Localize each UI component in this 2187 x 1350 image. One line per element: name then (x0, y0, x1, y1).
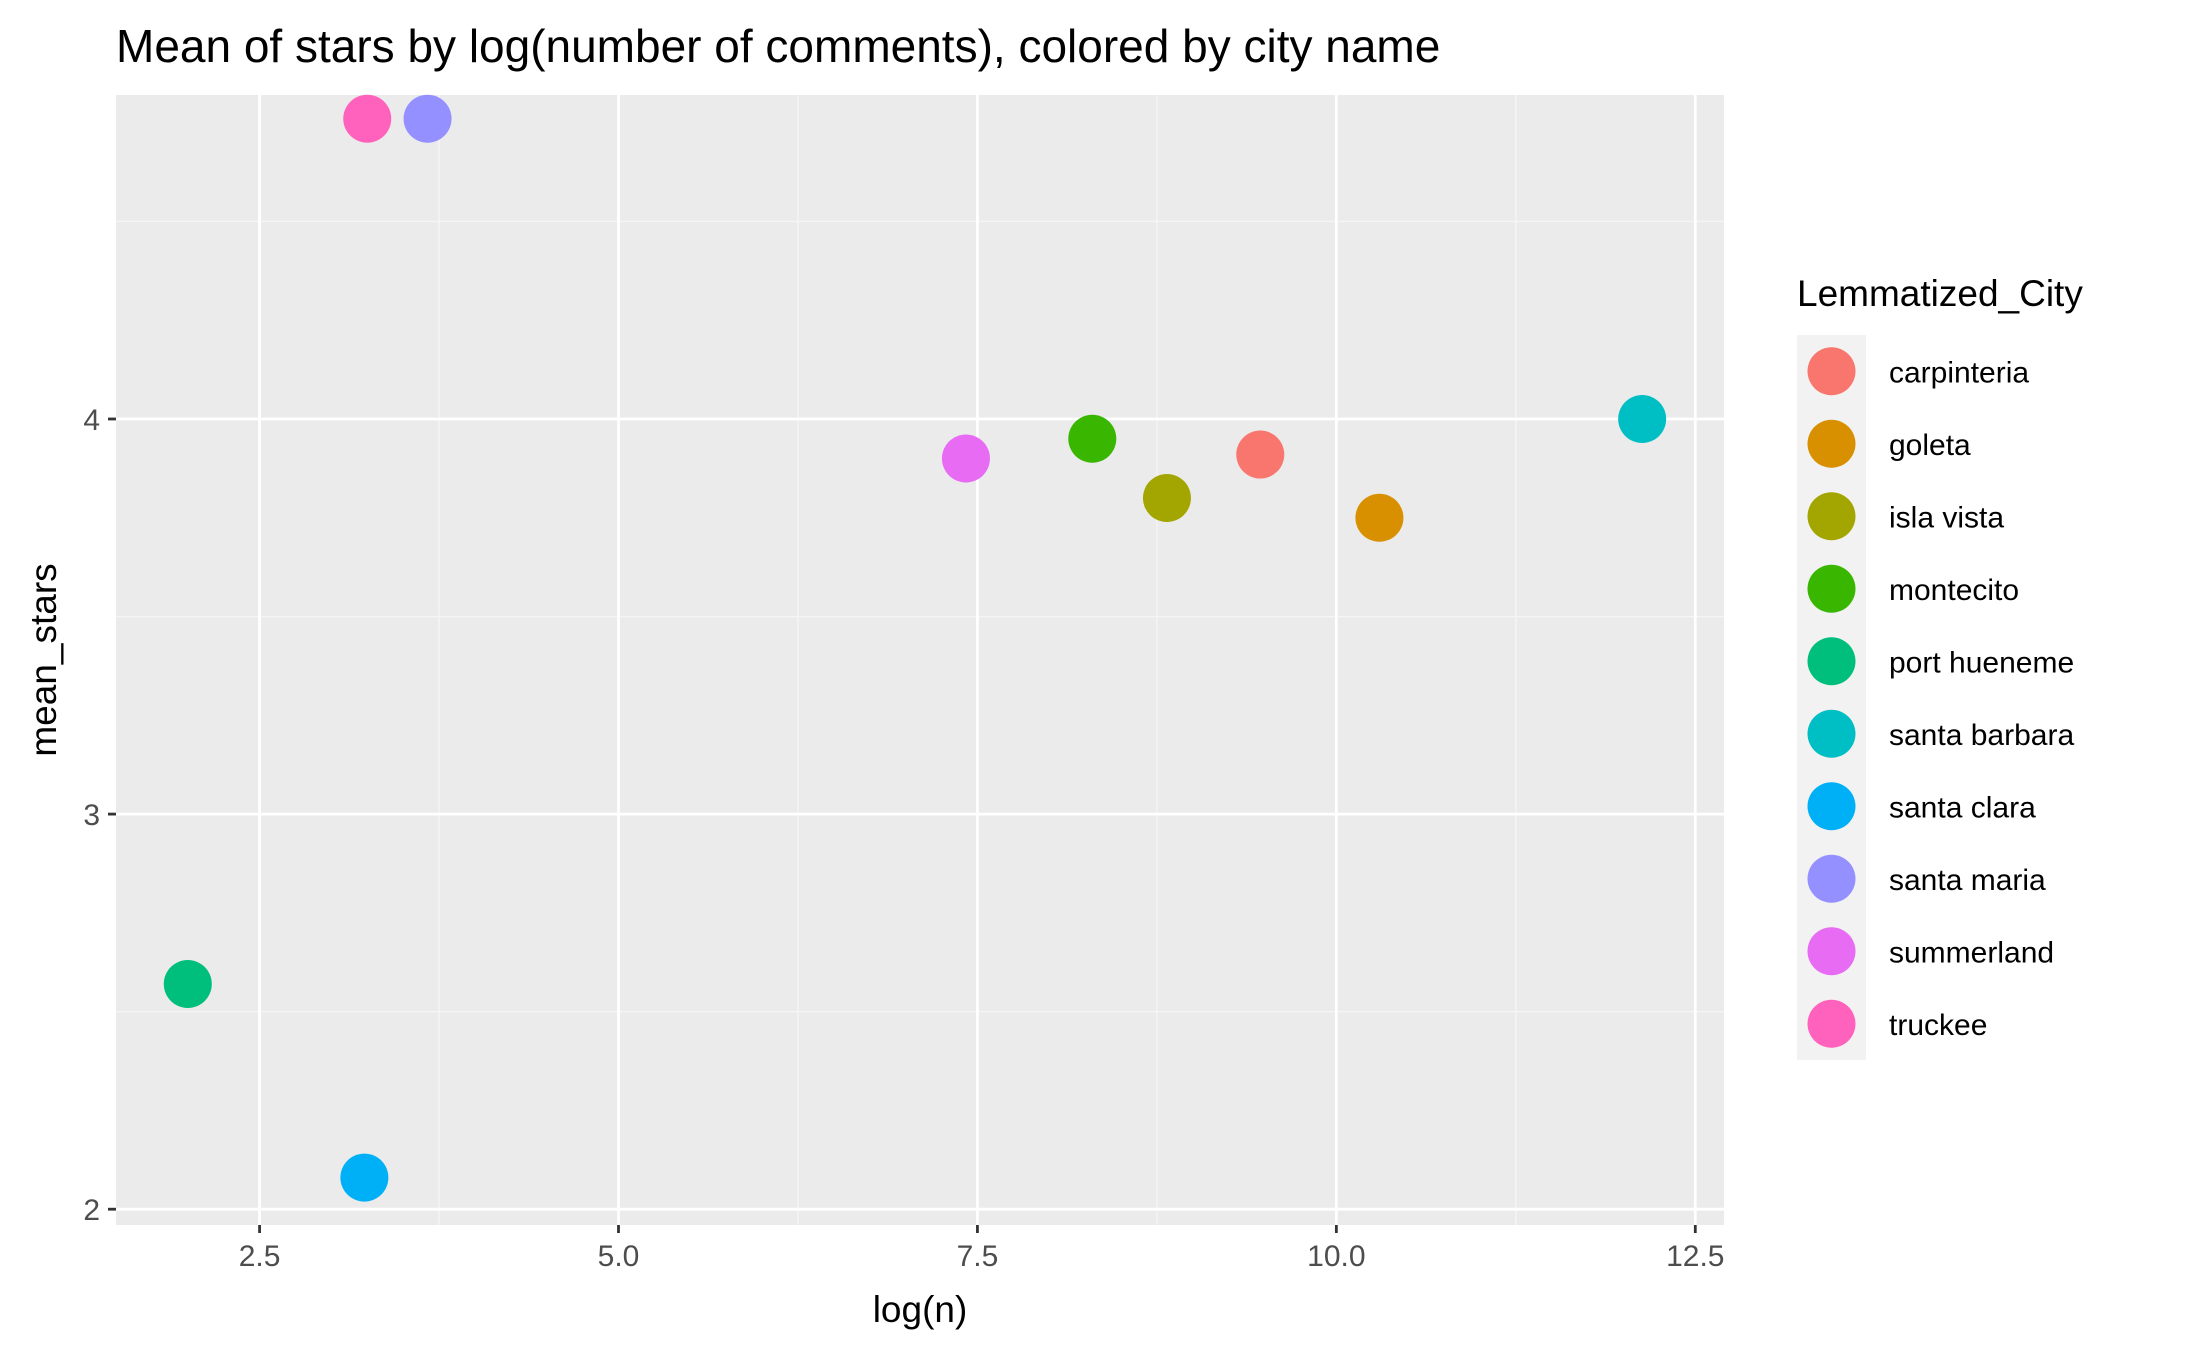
data-point-montecito (1068, 414, 1117, 463)
data-point-santa-barbara (1618, 394, 1667, 443)
legend-key-isla-vista (1807, 492, 1856, 541)
x-tick-label: 7.5 (957, 1240, 999, 1273)
axes: 2.5 5.0 7.5 10.0 12.5 2 3 4 (83, 404, 1724, 1273)
legend-label: carpinteria (1889, 356, 2029, 389)
data-point-isla-vista (1142, 474, 1191, 523)
data-points (163, 94, 1667, 1202)
legend-label: truckee (1889, 1009, 1987, 1042)
legend-label: goleta (1889, 429, 1971, 462)
y-axis-title: mean_stars (23, 563, 64, 756)
legend-label: santa barbara (1889, 719, 2074, 752)
x-tick-label: 2.5 (239, 1240, 281, 1273)
x-axis-title: log(n) (873, 1289, 968, 1330)
legend-label: port hueneme (1889, 646, 2074, 679)
legend-label: isla vista (1889, 501, 2004, 534)
legend-key-montecito (1807, 564, 1856, 613)
data-point-truckee (343, 94, 392, 143)
data-point-santa-maria (403, 94, 452, 143)
legend-key-santa-maria (1807, 854, 1856, 903)
data-point-santa-clara (340, 1153, 389, 1202)
legend-key-truckee (1807, 999, 1856, 1048)
legend-items: carpinteria goleta isla vista montecito port… (1797, 335, 2074, 1060)
y-tick-label: 2 (83, 1194, 100, 1227)
legend: Lemmatized_City carpinteria goleta isla vi… (1797, 273, 2083, 1060)
legend-title: Lemmatized_City (1797, 273, 2083, 314)
legend-key-goleta (1807, 419, 1856, 468)
legend-key-santa-barbara (1807, 709, 1856, 758)
chart-title: Mean of stars by log(number of comments)… (116, 20, 1440, 72)
x-tick-label: 5.0 (598, 1240, 640, 1273)
y-tick-label: 3 (83, 799, 100, 832)
data-point-summerland (941, 434, 990, 483)
legend-key-carpinteria (1807, 347, 1856, 396)
data-point-port-hueneme (163, 959, 212, 1008)
legend-label: santa clara (1889, 791, 2036, 824)
legend-key-summerland (1807, 927, 1856, 976)
plot-panel (116, 95, 1724, 1225)
legend-key-santa-clara (1807, 782, 1856, 831)
y-tick-label: 4 (83, 404, 100, 437)
data-point-carpinteria (1236, 430, 1285, 479)
data-point-goleta (1355, 493, 1404, 542)
legend-label: santa maria (1889, 864, 2046, 897)
legend-label: montecito (1889, 574, 2019, 607)
legend-key-port-hueneme (1807, 637, 1856, 686)
legend-label: summerland (1889, 936, 2054, 969)
x-tick-label: 10.0 (1307, 1240, 1365, 1273)
grid-minor-lines (116, 95, 1724, 1225)
x-tick-label: 12.5 (1666, 1240, 1724, 1273)
grid-major-lines (116, 95, 1724, 1225)
